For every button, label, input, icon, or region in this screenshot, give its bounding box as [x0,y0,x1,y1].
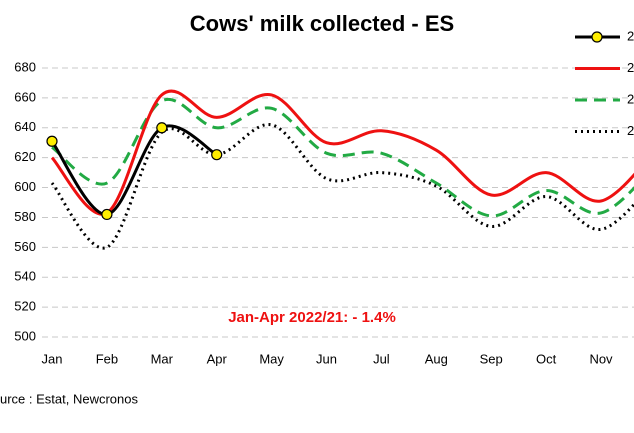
x-tick-label: Apr [207,351,228,366]
y-tick-label: 600 [14,179,36,194]
x-tick-label: Oct [536,351,557,366]
x-tick-label: Sep [480,351,503,366]
x-tick-label: Jul [373,351,390,366]
series-line [50,89,634,216]
marker [46,135,58,147]
series-line [51,97,634,218]
y-tick-label: 560 [14,239,36,254]
x-tick-label: Feb [96,351,118,366]
y-tick-label: 540 [14,269,36,284]
x-tick-label: Aug [425,351,448,366]
chart-title: Cows' milk collected - ES [190,11,454,36]
legend-label: 2 [627,60,634,75]
marker [101,208,113,221]
legend-label: 2 [627,28,634,43]
marker [211,149,223,161]
y-tick-label: 520 [14,299,36,314]
x-tick-label: May [259,351,284,366]
source: urce : Estat, Newcronos [0,391,138,406]
x-tick-label: Jan [42,351,63,366]
y-tick-label: 620 [14,149,36,164]
y-tick-label: 580 [14,209,36,224]
x-tick-label: Jun [316,351,337,366]
marker [156,122,168,134]
y-tick-label: 500 [14,328,36,343]
legend-marker [591,31,603,43]
x-tick-label: Nov [589,351,613,366]
y-tick-label: 660 [14,89,36,104]
x-tick-label: Mar [151,351,174,366]
legend-label: 2 [627,123,634,138]
y-tick-label: 680 [14,59,36,74]
annotation: Jan-Apr 2022/21: - 1.4% [228,309,396,326]
y-tick-label: 640 [14,119,36,134]
legend-label: 2 [627,91,634,106]
series-line [50,124,218,216]
